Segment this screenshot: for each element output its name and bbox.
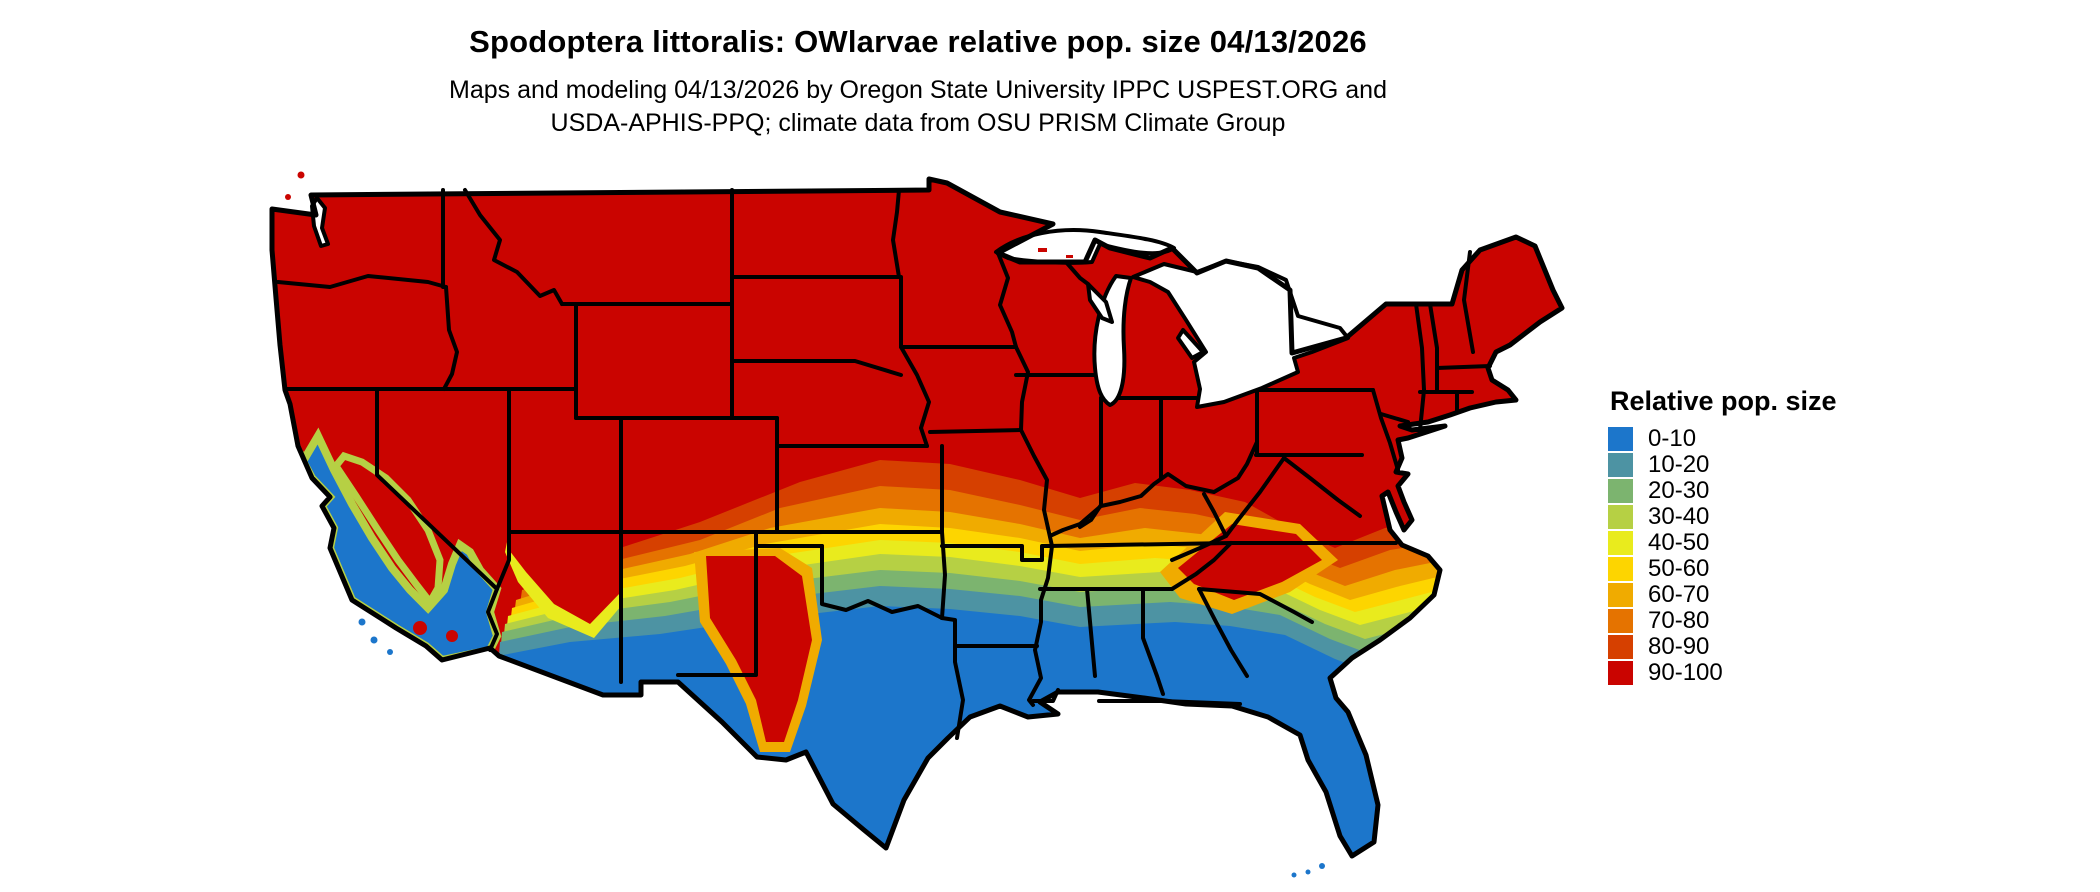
- band-0-10: [480, 606, 1562, 856]
- legend-title: Relative pop. size: [1610, 386, 1837, 416]
- washington-island-dot: [285, 194, 291, 200]
- state-borders: [276, 188, 1492, 740]
- legend-swatch: [1608, 661, 1633, 685]
- legend-item: 0-10: [1608, 426, 1837, 452]
- florida-keys-dot: [1305, 869, 1311, 875]
- figure-subtitle-line1: Maps and modeling 04/13/2026 by Oregon S…: [449, 76, 1387, 104]
- legend-item: 30-40: [1608, 504, 1837, 530]
- legend-item-label: 90-100: [1648, 659, 1723, 686]
- legend-item-label: 30-40: [1648, 503, 1710, 530]
- washington-island-dot: [297, 171, 305, 179]
- socal-mountain-patch: [446, 630, 458, 642]
- figure-title: Spodoptera littoralis: OWlarvae relative…: [469, 24, 1367, 59]
- legend-item: 80-90: [1608, 634, 1837, 660]
- legend-item-label: 60-70: [1648, 581, 1710, 608]
- figure-subtitle-line2: USDA-APHIS-PPQ; climate data from OSU PR…: [550, 109, 1286, 137]
- figure-header: Spodoptera littoralis: OWlarvae relative…: [0, 24, 1836, 140]
- legend-item-label: 70-80: [1648, 607, 1710, 634]
- legend-item-label: 0-10: [1648, 425, 1697, 452]
- legend-item: 20-30: [1608, 478, 1837, 504]
- socal-mountain-patch: [413, 621, 427, 635]
- legend-swatch: [1608, 609, 1633, 633]
- legend-swatch: [1608, 427, 1633, 451]
- legend-item: 70-80: [1608, 608, 1837, 634]
- channel-island-dot: [370, 636, 378, 644]
- figure-subtitle: Maps and modeling 04/13/2026 by Oregon S…: [0, 74, 1836, 140]
- apostle-islands-dot: [1038, 248, 1047, 252]
- legend-item-label: 10-20: [1648, 451, 1710, 478]
- legend-item-label: 20-30: [1648, 477, 1710, 504]
- channel-island-dot: [387, 649, 393, 655]
- legend-swatch: [1608, 583, 1633, 607]
- legend-swatch: [1608, 479, 1633, 503]
- legend-items: 0-10 10-20 20-30 30-40 40-50 50-60 60-70 70-80 8…: [1608, 426, 1837, 686]
- green-bay: [1086, 282, 1114, 324]
- legend-item: 90-100: [1608, 660, 1837, 686]
- legend-swatch: [1608, 635, 1633, 659]
- legend-item-label: 80-90: [1648, 633, 1710, 660]
- legend-swatch: [1608, 531, 1633, 555]
- florida-keys-dot: [1319, 863, 1325, 869]
- new-mexico-highlands: [706, 556, 812, 742]
- legend-swatch: [1608, 505, 1633, 529]
- map-legend: Relative pop. size 0-10 10-20 20-30 30-40 40…: [1608, 386, 1837, 686]
- arizona-highlands: [509, 532, 621, 624]
- conus-outline: [269, 176, 1565, 859]
- legend-swatch: [1608, 453, 1633, 477]
- offshore-islands: [285, 171, 1325, 878]
- superior-island-dot: [1066, 255, 1073, 258]
- legend-item: 50-60: [1608, 556, 1837, 582]
- legend-item: 10-20: [1608, 452, 1837, 478]
- saginaw-bay: [1176, 328, 1205, 360]
- legend-item: 40-50: [1608, 530, 1837, 556]
- legend-item-label: 40-50: [1648, 529, 1710, 556]
- florida-keys-dot: [1291, 872, 1297, 878]
- legend-item-label: 50-60: [1648, 555, 1710, 582]
- legend-swatch: [1608, 557, 1633, 581]
- sierra-nevada-highlands: [331, 451, 444, 609]
- channel-island-dot: [358, 618, 366, 626]
- legend-item: 60-70: [1608, 582, 1837, 608]
